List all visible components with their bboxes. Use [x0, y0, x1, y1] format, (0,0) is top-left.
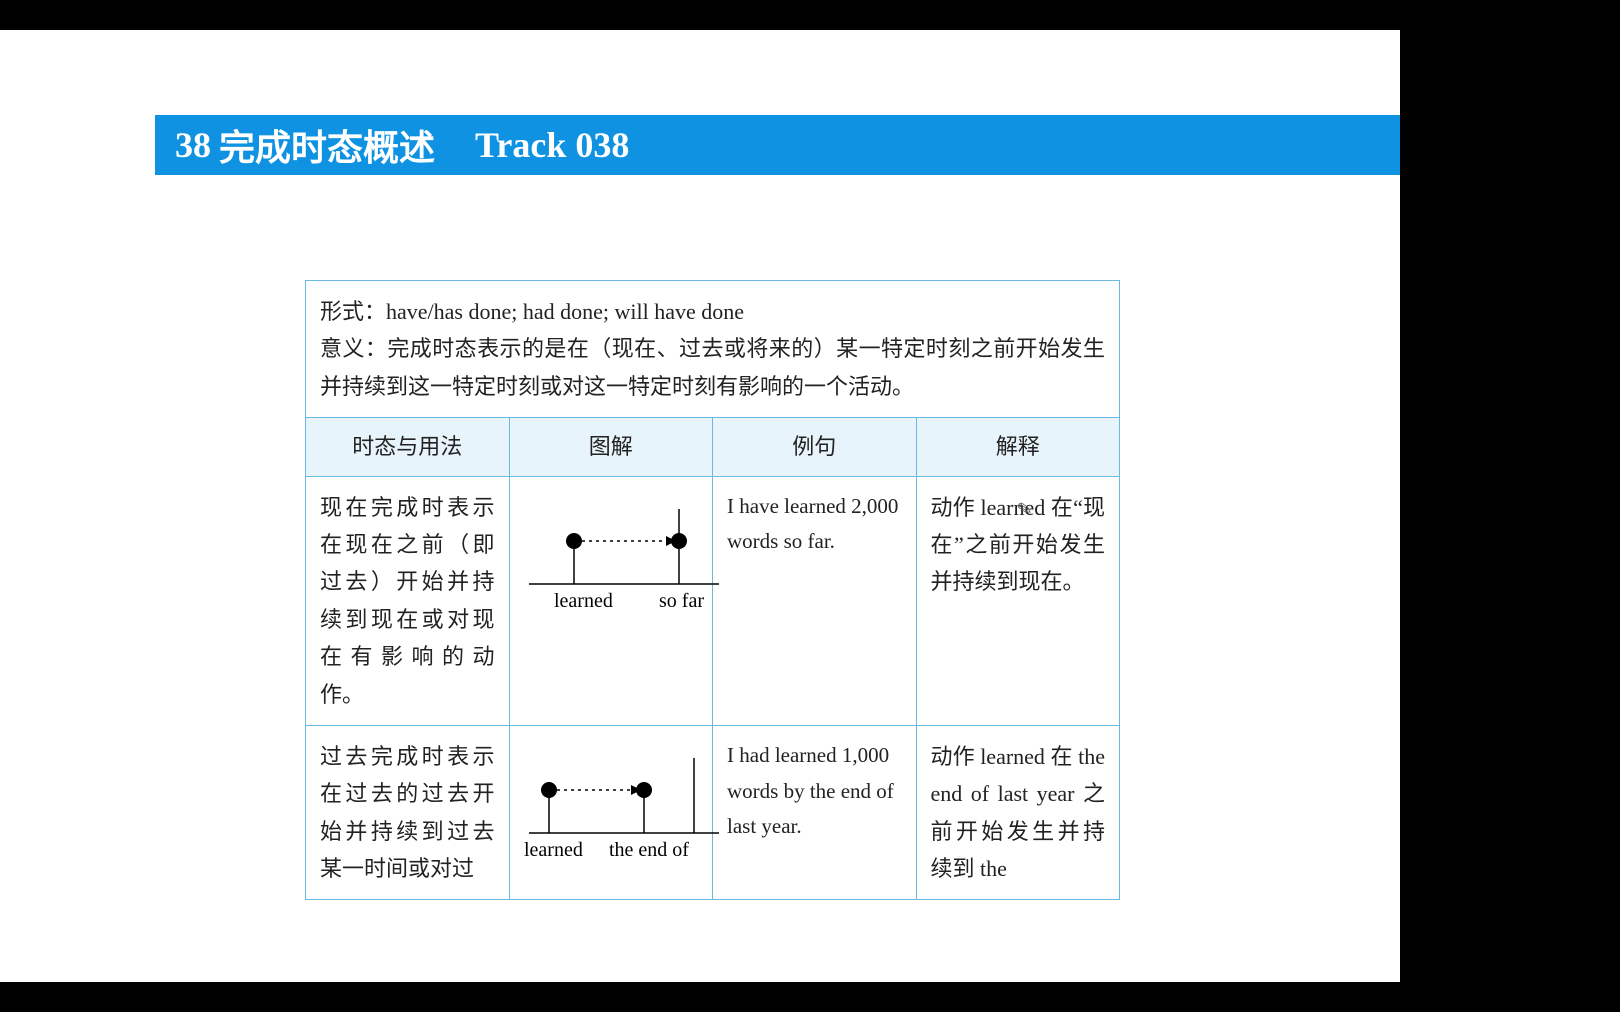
section-title-text: 完成时态概述	[219, 119, 435, 171]
example-cell: I had learned 1,000 words by the end of …	[713, 725, 917, 900]
header-usage: 时态与用法	[306, 418, 510, 476]
track-label: Track 038	[475, 124, 629, 166]
header-explain: 解释	[916, 418, 1120, 476]
diagram-label-left: learned	[524, 839, 583, 861]
table-row: 过去完成时表示在过去的过去开始并持续到过去某一时间或对过 learned the…	[306, 725, 1120, 900]
header-example: 例句	[713, 418, 917, 476]
timeline-diagram-present-perfect: learned so far	[524, 489, 722, 619]
intro-cell: 形式：have/has done; had done; will have do…	[306, 281, 1120, 418]
table-row: 现在完成时表示在现在之前（即过去）开始并持续到现在或对现在有影响的动作。 lea…	[306, 476, 1120, 725]
diagram-label-right: so far	[659, 590, 704, 612]
example-cell: I have learned 2,000 words so far.	[713, 476, 917, 725]
header-diagram: 图解	[509, 418, 713, 476]
usage-cell: 过去完成时表示在过去的过去开始并持续到过去某一时间或对过	[306, 725, 510, 900]
form-label: 形式：	[320, 299, 386, 324]
timeline-diagram-past-perfect: learned the end of	[524, 738, 722, 868]
meaning-label: 意义：	[320, 336, 387, 361]
grammar-table: 形式：have/has done; had done; will have do…	[305, 280, 1120, 900]
svg-text:so far: so far	[659, 590, 704, 612]
table-header-row: 时态与用法 图解 例句 解释	[306, 418, 1120, 476]
section-title-bar: 38 完成时态概述 Track 038	[155, 115, 1415, 175]
section-number: 38	[175, 124, 211, 166]
meaning-text: 完成时态表示的是在（现在、过去或将来的）某一特定时刻之前开始发生并持续到这一特定…	[320, 336, 1105, 398]
diagram-cell: learned so far	[509, 476, 713, 725]
diagram-label-mid: the end of	[609, 839, 689, 861]
diagram-cell: learned the end of	[509, 725, 713, 900]
form-text: have/has done; had done; will have done	[386, 299, 744, 324]
usage-cell: 现在完成时表示在现在之前（即过去）开始并持续到现在或对现在有影响的动作。	[306, 476, 510, 725]
diagram-label-left: learned	[554, 590, 613, 612]
explain-cell: 动作 learned 在 the end of last year 之前开始发生…	[916, 725, 1120, 900]
